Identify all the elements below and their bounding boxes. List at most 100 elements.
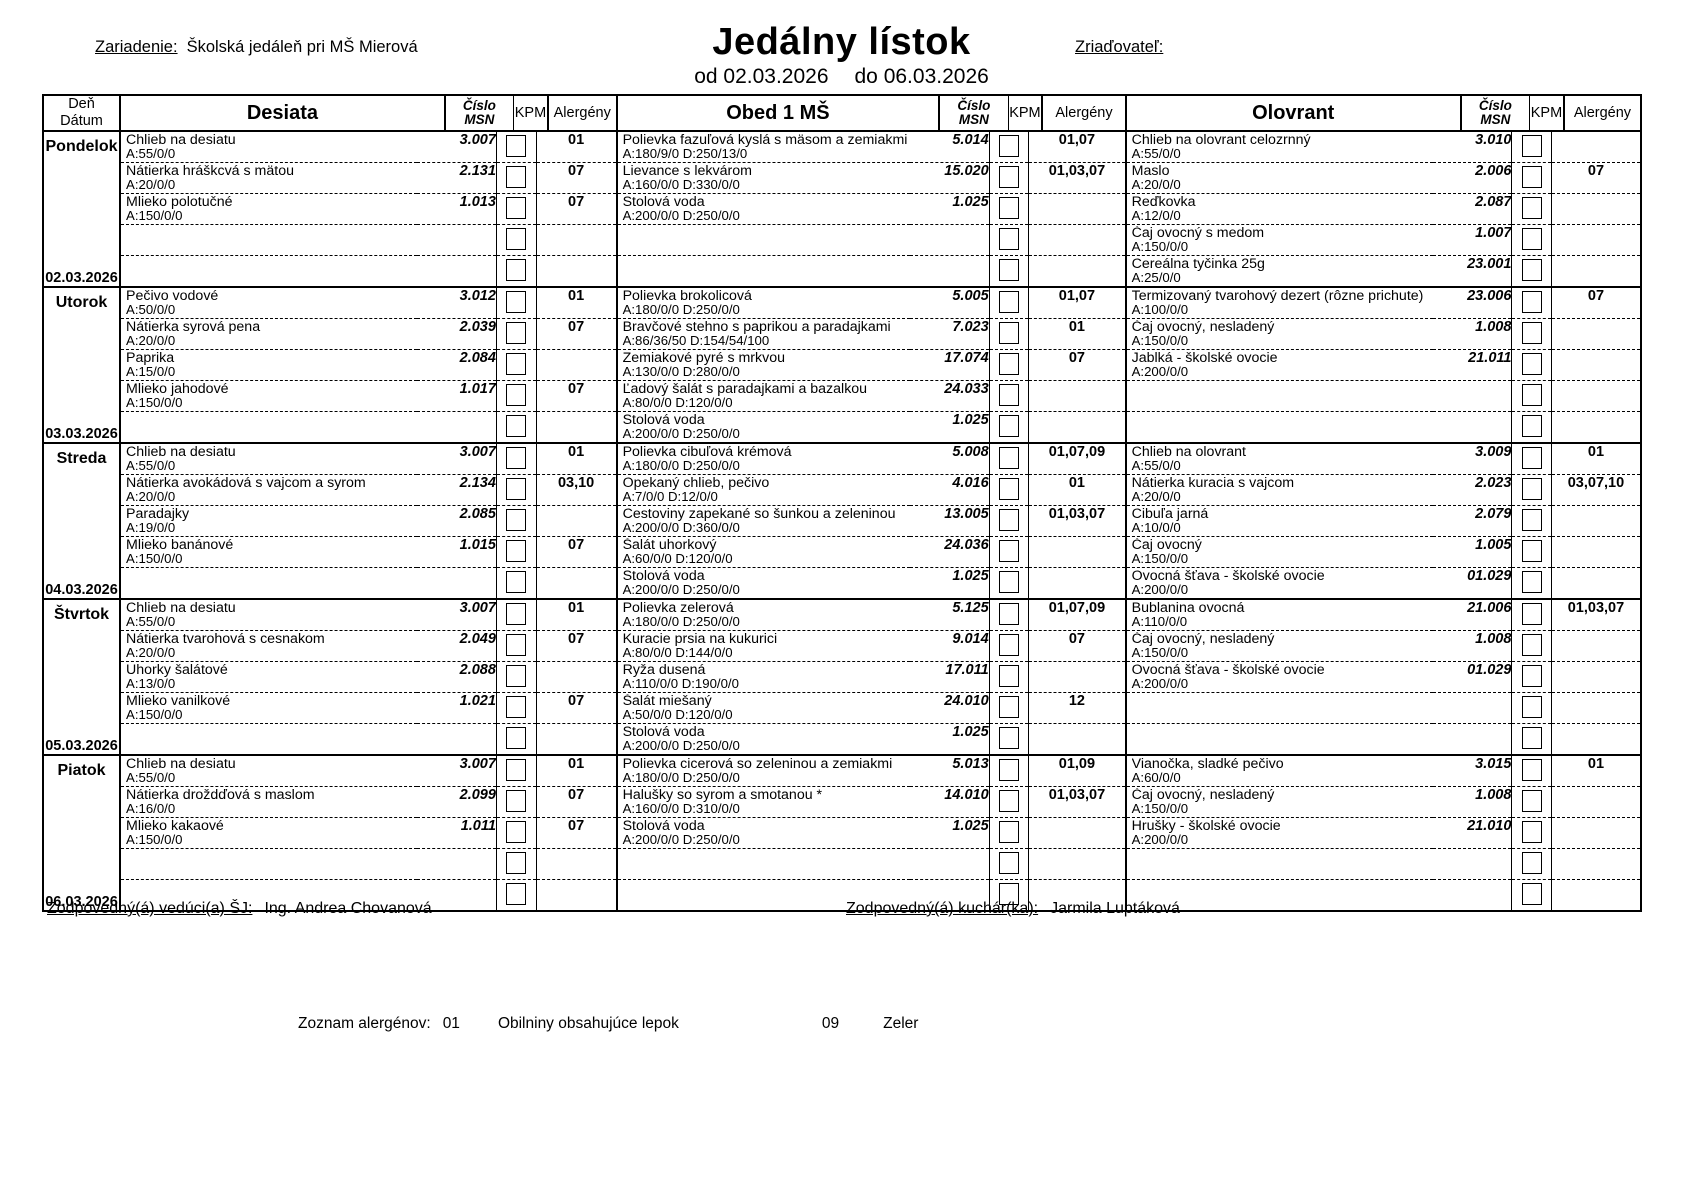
kpm-checkbox[interactable] xyxy=(998,353,1019,375)
kpm-checkbox-cell[interactable] xyxy=(988,817,1030,849)
kpm-checkbox[interactable] xyxy=(506,291,527,313)
kpm-checkbox[interactable] xyxy=(998,509,1019,531)
kpm-checkbox-cell[interactable] xyxy=(988,255,1030,286)
kpm-checkbox[interactable] xyxy=(506,852,527,874)
kpm-checkbox-cell[interactable] xyxy=(1511,848,1552,880)
kpm-checkbox-cell[interactable] xyxy=(495,848,537,880)
kpm-checkbox-cell[interactable] xyxy=(988,879,1030,910)
kpm-checkbox[interactable] xyxy=(506,634,527,656)
kpm-checkbox[interactable] xyxy=(506,322,527,344)
kpm-checkbox-cell[interactable] xyxy=(988,567,1030,598)
kpm-checkbox[interactable] xyxy=(998,478,1019,500)
kpm-checkbox-cell[interactable] xyxy=(495,193,537,225)
kpm-checkbox[interactable] xyxy=(1521,291,1542,313)
kpm-checkbox-cell[interactable] xyxy=(1511,474,1552,506)
kpm-checkbox[interactable] xyxy=(506,197,527,219)
kpm-checkbox[interactable] xyxy=(1521,478,1542,500)
kpm-checkbox-cell[interactable] xyxy=(495,692,537,724)
kpm-checkbox[interactable] xyxy=(998,759,1019,781)
kpm-checkbox[interactable] xyxy=(1521,852,1542,874)
kpm-checkbox[interactable] xyxy=(998,665,1019,687)
kpm-checkbox-cell[interactable] xyxy=(495,661,537,693)
kpm-checkbox-cell[interactable] xyxy=(495,817,537,849)
kpm-checkbox-cell[interactable] xyxy=(1511,536,1552,568)
kpm-checkbox[interactable] xyxy=(998,415,1019,437)
kpm-checkbox-cell[interactable] xyxy=(1511,193,1552,225)
kpm-checkbox[interactable] xyxy=(506,696,527,718)
kpm-checkbox-cell[interactable] xyxy=(495,786,537,818)
kpm-checkbox-cell[interactable] xyxy=(495,288,537,319)
kpm-checkbox-cell[interactable] xyxy=(988,661,1030,693)
kpm-checkbox[interactable] xyxy=(998,790,1019,812)
kpm-checkbox-cell[interactable] xyxy=(1511,444,1552,475)
kpm-checkbox-cell[interactable] xyxy=(1511,505,1552,537)
kpm-checkbox[interactable] xyxy=(506,478,527,500)
kpm-checkbox-cell[interactable] xyxy=(1511,817,1552,849)
kpm-checkbox[interactable] xyxy=(998,322,1019,344)
kpm-checkbox[interactable] xyxy=(998,447,1019,469)
kpm-checkbox[interactable] xyxy=(998,571,1019,593)
kpm-checkbox-cell[interactable] xyxy=(988,288,1030,319)
kpm-checkbox[interactable] xyxy=(998,821,1019,843)
kpm-checkbox[interactable] xyxy=(506,135,527,157)
kpm-checkbox-cell[interactable] xyxy=(495,224,537,256)
kpm-checkbox-cell[interactable] xyxy=(1511,567,1552,598)
kpm-checkbox-cell[interactable] xyxy=(988,848,1030,880)
kpm-checkbox[interactable] xyxy=(998,135,1019,157)
kpm-checkbox-cell[interactable] xyxy=(988,224,1030,256)
kpm-checkbox[interactable] xyxy=(998,384,1019,406)
kpm-checkbox[interactable] xyxy=(506,415,527,437)
kpm-checkbox-cell[interactable] xyxy=(495,567,537,598)
kpm-checkbox-cell[interactable] xyxy=(495,411,537,442)
kpm-checkbox-cell[interactable] xyxy=(495,600,537,631)
kpm-checkbox-cell[interactable] xyxy=(988,536,1030,568)
kpm-checkbox-cell[interactable] xyxy=(988,193,1030,225)
kpm-checkbox[interactable] xyxy=(506,447,527,469)
kpm-checkbox-cell[interactable] xyxy=(988,692,1030,724)
kpm-checkbox-cell[interactable] xyxy=(1511,162,1552,194)
kpm-checkbox-cell[interactable] xyxy=(1511,756,1552,787)
kpm-checkbox-cell[interactable] xyxy=(988,349,1030,381)
kpm-checkbox-cell[interactable] xyxy=(988,444,1030,475)
kpm-checkbox-cell[interactable] xyxy=(1511,786,1552,818)
kpm-checkbox[interactable] xyxy=(1521,790,1542,812)
kpm-checkbox-cell[interactable] xyxy=(1511,692,1552,724)
kpm-checkbox[interactable] xyxy=(1521,883,1542,905)
kpm-checkbox-cell[interactable] xyxy=(1511,879,1552,910)
kpm-checkbox[interactable] xyxy=(506,166,527,188)
kpm-checkbox[interactable] xyxy=(1521,665,1542,687)
kpm-checkbox-cell[interactable] xyxy=(988,505,1030,537)
kpm-checkbox[interactable] xyxy=(998,259,1019,281)
kpm-checkbox[interactable] xyxy=(1521,509,1542,531)
kpm-checkbox[interactable] xyxy=(1521,228,1542,250)
kpm-checkbox[interactable] xyxy=(1521,603,1542,625)
kpm-checkbox[interactable] xyxy=(998,291,1019,313)
kpm-checkbox-cell[interactable] xyxy=(1511,224,1552,256)
kpm-checkbox-cell[interactable] xyxy=(1511,411,1552,442)
kpm-checkbox[interactable] xyxy=(1521,759,1542,781)
kpm-checkbox-cell[interactable] xyxy=(495,349,537,381)
kpm-checkbox-cell[interactable] xyxy=(988,411,1030,442)
kpm-checkbox[interactable] xyxy=(1521,259,1542,281)
kpm-checkbox[interactable] xyxy=(1521,135,1542,157)
kpm-checkbox-cell[interactable] xyxy=(1511,661,1552,693)
kpm-checkbox[interactable] xyxy=(1521,197,1542,219)
kpm-checkbox-cell[interactable] xyxy=(495,536,537,568)
kpm-checkbox[interactable] xyxy=(1521,540,1542,562)
kpm-checkbox-cell[interactable] xyxy=(495,132,537,163)
kpm-checkbox-cell[interactable] xyxy=(988,132,1030,163)
kpm-checkbox[interactable] xyxy=(506,759,527,781)
kpm-checkbox-cell[interactable] xyxy=(988,318,1030,350)
kpm-checkbox[interactable] xyxy=(506,571,527,593)
kpm-checkbox-cell[interactable] xyxy=(495,879,537,910)
kpm-checkbox-cell[interactable] xyxy=(495,723,537,754)
kpm-checkbox-cell[interactable] xyxy=(988,723,1030,754)
kpm-checkbox[interactable] xyxy=(506,540,527,562)
kpm-checkbox[interactable] xyxy=(1521,696,1542,718)
kpm-checkbox-cell[interactable] xyxy=(495,255,537,286)
kpm-checkbox[interactable] xyxy=(998,727,1019,749)
kpm-checkbox[interactable] xyxy=(998,852,1019,874)
kpm-checkbox-cell[interactable] xyxy=(1511,318,1552,350)
kpm-checkbox-cell[interactable] xyxy=(988,474,1030,506)
kpm-checkbox[interactable] xyxy=(506,228,527,250)
